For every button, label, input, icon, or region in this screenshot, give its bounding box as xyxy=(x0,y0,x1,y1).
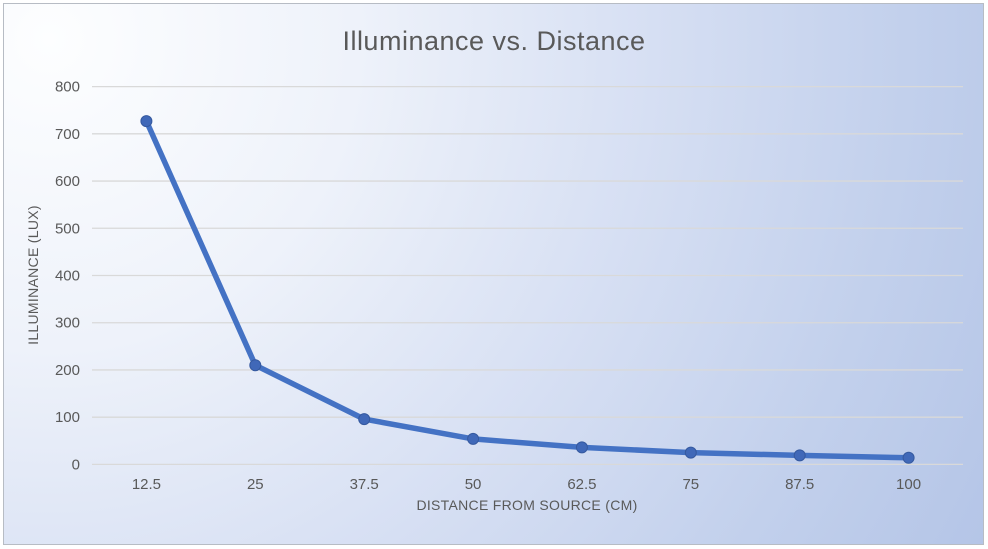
svg-text:500: 500 xyxy=(55,220,80,237)
svg-text:50: 50 xyxy=(465,476,482,493)
y-axis-title: ILLUMINANCE (LUX) xyxy=(25,205,41,345)
x-axis-tick-labels: 12.5 25 37.5 50 62.5 75 87.5 100 xyxy=(132,476,921,493)
svg-text:87.5: 87.5 xyxy=(785,476,814,493)
series-line[interactable] xyxy=(143,118,912,461)
svg-text:100: 100 xyxy=(55,409,80,426)
svg-text:25: 25 xyxy=(247,476,264,493)
svg-text:600: 600 xyxy=(55,173,80,190)
svg-text:37.5: 37.5 xyxy=(350,476,379,493)
svg-text:700: 700 xyxy=(55,126,80,143)
series-markers[interactable] xyxy=(140,115,915,464)
svg-text:0: 0 xyxy=(72,456,80,473)
gridlines xyxy=(92,85,963,466)
svg-text:75: 75 xyxy=(682,476,699,493)
svg-text:300: 300 xyxy=(55,315,80,332)
x-axis-title: DISTANCE FROM SOURCE (CM) xyxy=(416,497,637,513)
svg-text:100: 100 xyxy=(896,476,921,493)
svg-text:12.5: 12.5 xyxy=(132,476,161,493)
svg-text:200: 200 xyxy=(55,362,80,379)
svg-text:400: 400 xyxy=(55,268,80,285)
svg-text:800: 800 xyxy=(55,79,80,96)
svg-text:62.5: 62.5 xyxy=(567,476,596,493)
y-axis-tick-labels: 0 100 200 300 400 500 600 700 800 xyxy=(55,79,80,474)
